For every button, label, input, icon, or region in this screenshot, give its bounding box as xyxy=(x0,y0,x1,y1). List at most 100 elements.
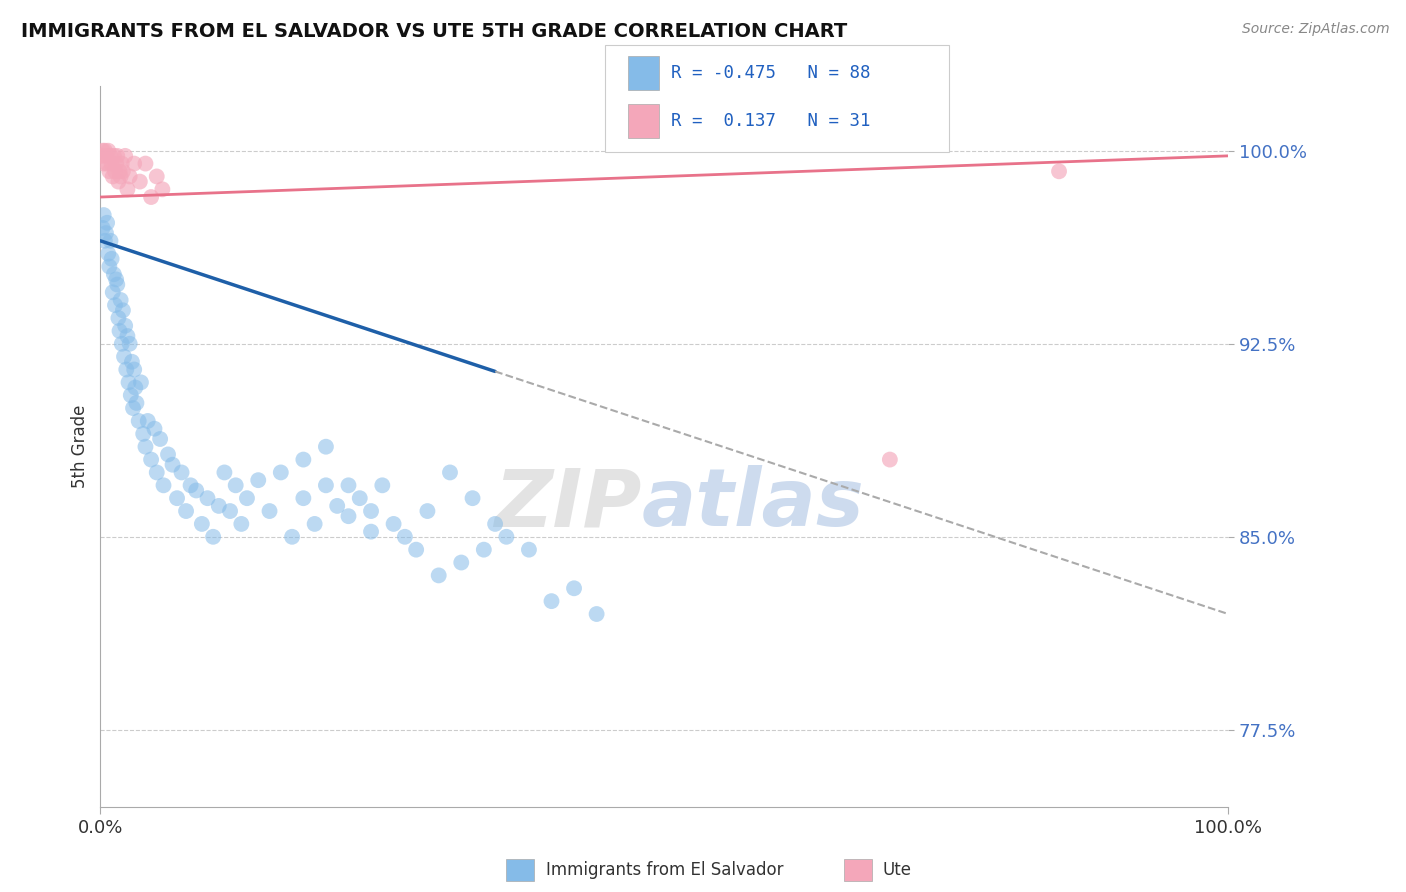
Text: R = -0.475   N = 88: R = -0.475 N = 88 xyxy=(671,64,870,82)
Point xyxy=(562,581,585,595)
Point xyxy=(145,169,167,184)
Text: Source: ZipAtlas.com: Source: ZipAtlas.com xyxy=(1241,22,1389,37)
Point xyxy=(103,149,125,163)
Point xyxy=(197,491,219,506)
Point xyxy=(105,272,128,286)
Point xyxy=(100,156,122,170)
Point xyxy=(97,246,120,260)
Point xyxy=(91,221,114,235)
Point xyxy=(122,401,145,416)
Point xyxy=(191,516,214,531)
Point xyxy=(166,491,188,506)
Point xyxy=(416,504,439,518)
Point xyxy=(349,491,371,506)
Point xyxy=(405,542,427,557)
Point xyxy=(472,542,495,557)
Point xyxy=(292,452,315,467)
Point xyxy=(90,149,112,163)
Point xyxy=(231,516,253,531)
Point xyxy=(98,164,121,178)
Point xyxy=(360,504,382,518)
Point xyxy=(114,149,136,163)
Point xyxy=(100,252,122,266)
Point xyxy=(139,190,162,204)
Point xyxy=(104,164,127,178)
Point xyxy=(112,350,135,364)
Point xyxy=(122,362,145,376)
Point xyxy=(337,509,360,524)
Point xyxy=(108,324,131,338)
Point xyxy=(96,156,118,170)
Point xyxy=(128,175,150,189)
Point xyxy=(143,422,166,436)
Point xyxy=(170,466,193,480)
Point xyxy=(101,169,124,184)
Point xyxy=(484,516,506,531)
Point xyxy=(225,478,247,492)
Point xyxy=(121,355,143,369)
Point xyxy=(110,293,132,307)
Point xyxy=(439,466,461,480)
Point xyxy=(202,530,225,544)
Text: atlas: atlas xyxy=(641,466,865,543)
Point xyxy=(145,466,167,480)
Point xyxy=(103,267,125,281)
Point xyxy=(427,568,450,582)
Point xyxy=(157,447,180,461)
Point xyxy=(104,298,127,312)
Point xyxy=(450,556,472,570)
Point xyxy=(107,175,129,189)
Point xyxy=(186,483,208,498)
Point xyxy=(517,542,540,557)
Point xyxy=(180,478,202,492)
Point xyxy=(94,149,117,163)
Point xyxy=(134,440,156,454)
Point xyxy=(111,303,134,318)
Point xyxy=(110,169,132,184)
Point xyxy=(120,388,142,402)
Point xyxy=(585,607,607,621)
Point xyxy=(149,432,172,446)
Point xyxy=(540,594,562,608)
Y-axis label: 5th Grade: 5th Grade xyxy=(72,405,89,489)
Point xyxy=(111,336,134,351)
Point xyxy=(93,208,115,222)
Point xyxy=(337,478,360,492)
Point xyxy=(122,156,145,170)
Point xyxy=(115,362,138,376)
Text: R =  0.137   N = 31: R = 0.137 N = 31 xyxy=(671,112,870,130)
Text: ZIP: ZIP xyxy=(495,466,641,543)
Point xyxy=(93,156,115,170)
Point xyxy=(360,524,382,539)
Point xyxy=(292,491,315,506)
Point xyxy=(281,530,304,544)
Point xyxy=(101,285,124,300)
Point xyxy=(394,530,416,544)
Point xyxy=(208,499,231,513)
Point xyxy=(150,182,173,196)
Point xyxy=(107,311,129,326)
Point xyxy=(117,182,139,196)
Point xyxy=(247,473,270,487)
Point xyxy=(162,458,184,472)
Point xyxy=(174,504,197,518)
Point xyxy=(125,396,148,410)
Point xyxy=(219,504,242,518)
Point xyxy=(129,376,152,390)
Point xyxy=(100,149,122,163)
Point xyxy=(259,504,281,518)
Text: Immigrants from El Salvador: Immigrants from El Salvador xyxy=(546,861,783,880)
Point xyxy=(105,277,128,292)
Point xyxy=(879,452,901,467)
Point xyxy=(236,491,259,506)
Point xyxy=(315,478,337,492)
Point xyxy=(132,426,155,441)
Point xyxy=(1047,164,1070,178)
Point xyxy=(117,376,139,390)
Point xyxy=(94,144,117,158)
Point xyxy=(152,478,174,492)
Point xyxy=(139,452,162,467)
Point xyxy=(105,156,128,170)
Point xyxy=(111,164,134,178)
Point xyxy=(111,156,134,170)
